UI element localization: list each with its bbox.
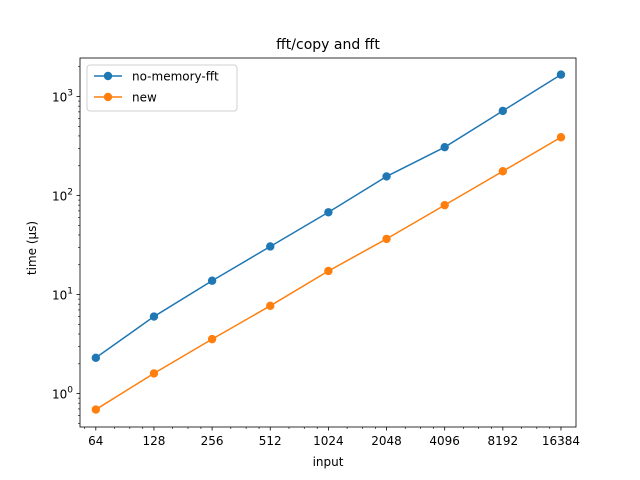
y-tick-exponent: 1 [67,287,73,297]
y-tick-exponent: 3 [67,89,73,99]
data-point [556,70,566,79]
x-tick-label: 16384 [542,434,580,448]
y-tick-label: 101 [52,287,73,303]
data-point [440,200,449,210]
plot-area: 64 128 256 512 1024 2048 4096 8192 1638410010110… [52,57,580,448]
legend-marker [103,71,113,81]
data-point [149,369,159,378]
x-tick-label: 64 [88,434,103,448]
y-tick-base: 10 [52,289,67,303]
data-point [382,172,391,181]
data-point [382,234,391,244]
data-point [266,301,275,311]
x-tick-label: 2048 [371,434,402,448]
data-point [498,167,508,176]
legend-label: no-memory-fft [132,70,219,84]
y-axis-label: time (µs) [25,221,39,275]
x-tick-label: 8192 [488,434,519,448]
legend-box [86,64,238,112]
data-point [207,334,217,344]
data-point [324,266,333,276]
data-point [149,312,159,321]
y-tick-base: 10 [52,91,67,105]
y-tick-exponent: 2 [67,188,73,198]
x-axis-label: input [313,455,344,469]
legend-label: new [132,91,157,105]
y-tick-base: 10 [52,190,67,204]
x-tick-label: 4096 [429,434,460,448]
y-tick-label: 100 [52,386,73,402]
data-point [91,405,101,414]
y-tick-base: 10 [52,388,67,402]
x-tick-label: 256 [201,434,224,448]
x-tick-label: 1024 [313,434,344,448]
y-tick-exponent: 0 [67,386,73,396]
legend-marker [103,92,113,102]
data-point [266,242,275,251]
legend: no-memory-fft new [86,64,238,112]
data-point [440,142,449,152]
y-tick-label: 102 [52,188,73,204]
data-point [207,276,217,285]
y-tick-label: 103 [52,89,73,105]
x-tick-label: 512 [259,434,282,448]
x-tick-label: 128 [143,434,166,448]
data-point [556,133,566,142]
data-point [91,353,101,362]
data-point [498,106,508,116]
chart-title: fft/copy and fft [276,37,380,53]
data-point [324,208,333,217]
